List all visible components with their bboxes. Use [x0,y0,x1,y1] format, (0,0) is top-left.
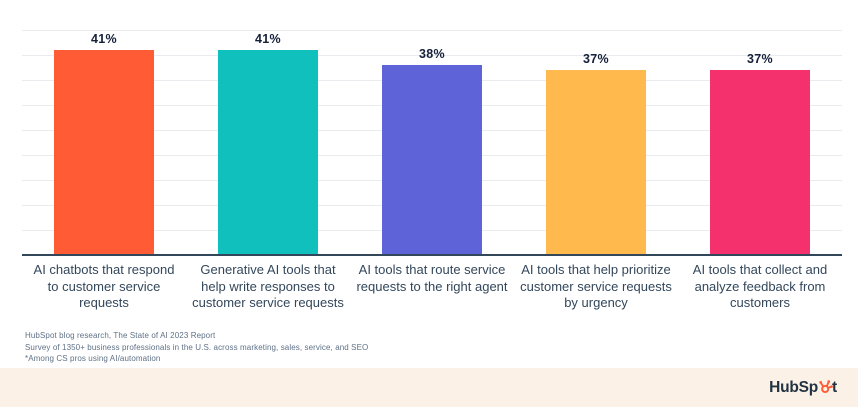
brand-strip: HubSp t [0,368,858,407]
logo-text-prefix: HubSp [769,378,819,396]
category-label: AI chatbots that respond to customer ser… [33,262,175,310]
bar-value-label: 41% [91,31,117,46]
bar [382,64,482,254]
bar-value-label: 37% [583,51,609,66]
category-label: AI tools that route service requests to … [356,262,508,294]
bar [546,69,646,254]
footnote-survey: Survey of 1350+ business professionals i… [25,342,369,352]
bar-value-label: 37% [747,51,773,66]
category-label: Generative AI tools that help write resp… [192,262,344,310]
bar-column: 38% [350,30,514,254]
bars-container: 41% 41% 38% 37% 37% [22,30,842,254]
bar-value-label: 38% [419,46,445,61]
bar [218,49,318,254]
category-label: AI tools that help prioritize customer s… [520,262,672,310]
bar-column: 37% [514,30,678,254]
category-label: AI tools that collect and analyze feedba… [692,262,828,310]
footnote-source: HubSpot blog research, The State of AI 2… [25,331,216,340]
bar [54,49,154,254]
plot-area: 41% 41% 38% 37% 37% [22,30,842,256]
logo-text-suffix: t [832,378,837,396]
footnotes: HubSpot blog research, The State of AI 2… [25,330,368,365]
bar-value-label: 41% [255,31,281,46]
bar-chart: 41% 41% 38% 37% 37% AI chatbots that respond… [22,30,842,312]
hubspot-logo: HubSp t [769,379,837,397]
bar-column: 41% [186,30,350,254]
bar [710,69,810,254]
footnote-among: *Among CS pros using AI/automation [25,354,161,364]
sprocket-icon [819,379,833,393]
bar-column: 37% [678,30,842,254]
category-labels-row: AI chatbots that respond to customer ser… [22,262,842,312]
bar-column: 41% [22,30,186,254]
